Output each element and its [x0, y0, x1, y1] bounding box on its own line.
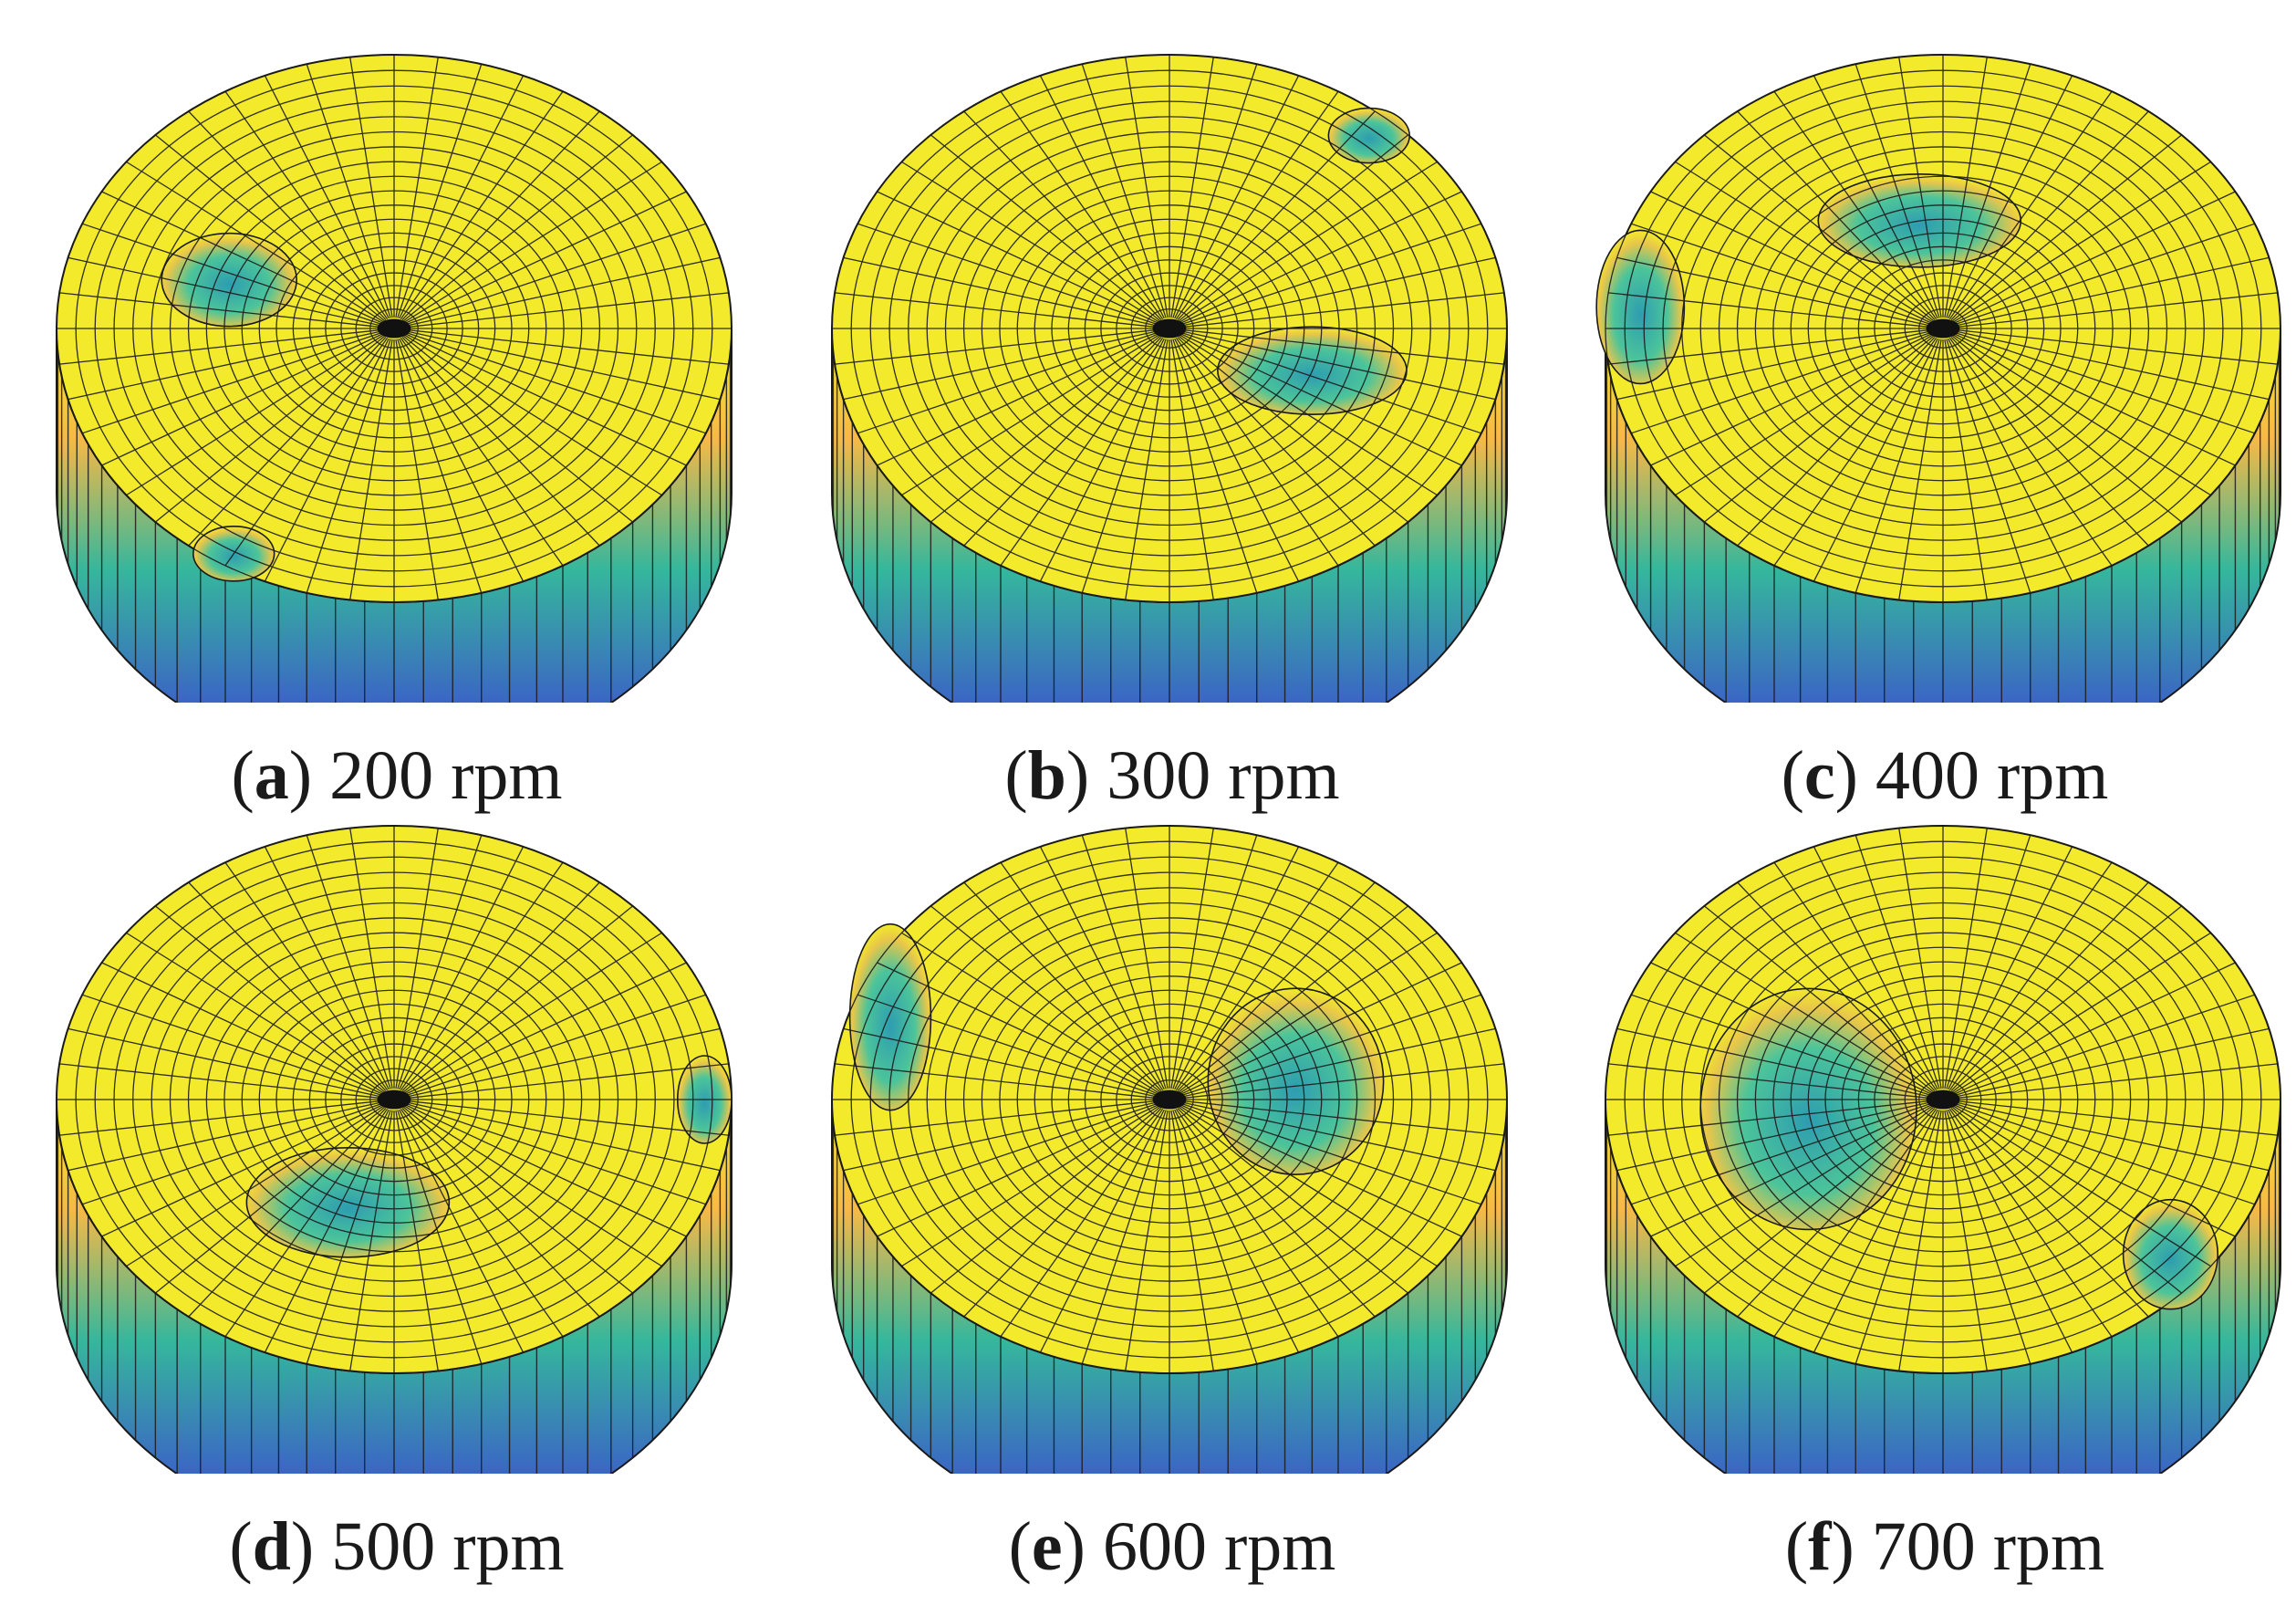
side-wall-mesh [1605, 328, 2281, 703]
caption-letter: d [252, 1508, 291, 1585]
puck-panel-d [11, 780, 777, 1474]
puck-panel-b [786, 9, 1553, 703]
top-face-mesh [831, 825, 1508, 1374]
side-wall-mesh [831, 328, 1508, 703]
puck-mesh-a [56, 54, 732, 703]
mesh-center [1926, 318, 1960, 339]
top-face-mesh [1605, 54, 2281, 603]
puck-mesh-e [831, 825, 1508, 1474]
caption-b: (b) 300 rpm [1004, 737, 1340, 814]
caption-speed: 200 rpm [329, 737, 563, 814]
mesh-center [377, 318, 411, 339]
caption-d: (d) 500 rpm [229, 1508, 565, 1585]
caption-speed: 300 rpm [1106, 737, 1340, 814]
top-face-mesh [56, 825, 732, 1374]
caption-letter: c [1803, 737, 1835, 814]
caption-letter: e [1031, 1508, 1063, 1585]
puck-panel-f [1560, 780, 2296, 1474]
rim-damage [1327, 107, 1411, 164]
caption-letter: a [254, 737, 289, 814]
puck-panel-a [11, 9, 777, 703]
rim-damage [2122, 1198, 2219, 1310]
top-face-mesh [1605, 825, 2281, 1374]
puck-mesh-c [1595, 54, 2281, 703]
puck-mesh-d [56, 825, 732, 1474]
puck-panel-c [1560, 9, 2296, 703]
mesh-center [1152, 1089, 1187, 1110]
mesh-center [1926, 1089, 1960, 1110]
side-wall-mesh [56, 1100, 732, 1474]
erosion-crater [161, 232, 298, 328]
mesh-center [377, 1089, 411, 1110]
caption-speed: 400 rpm [1875, 737, 2109, 814]
rim-damage [1595, 229, 1686, 385]
caption-letter: f [1808, 1508, 1832, 1585]
caption-f: (f) 700 rpm [1784, 1508, 2105, 1585]
caption-speed: 700 rpm [1871, 1508, 2105, 1585]
side-wall-mesh [831, 1100, 1508, 1474]
caption-speed: 600 rpm [1102, 1508, 1336, 1585]
caption-e: (e) 600 rpm [1008, 1508, 1336, 1585]
caption-a: (a) 200 rpm [231, 737, 563, 814]
top-face-mesh [831, 54, 1508, 603]
caption-c: (c) 400 rpm [1781, 737, 2109, 814]
puck-mesh-f [1605, 825, 2281, 1474]
puck-panel-e [786, 780, 1553, 1474]
side-wall-mesh [56, 328, 732, 703]
puck-mesh-b [831, 54, 1508, 703]
caption-speed: 500 rpm [331, 1508, 565, 1585]
caption-letter: b [1027, 737, 1066, 814]
side-wall-mesh [1605, 1100, 2281, 1474]
mesh-center [1152, 318, 1187, 339]
top-face-mesh [56, 54, 732, 603]
